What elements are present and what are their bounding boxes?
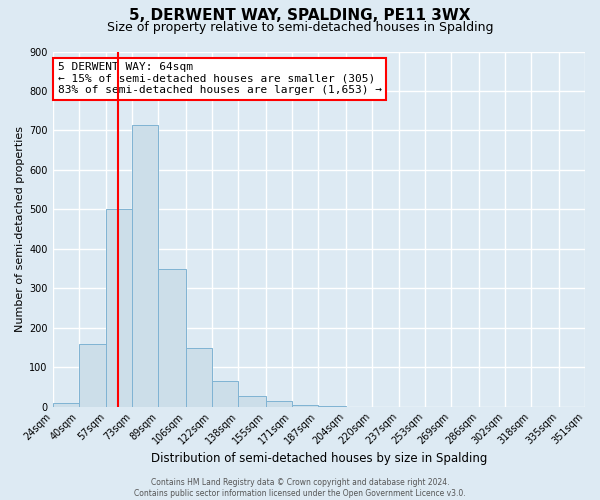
Bar [186,348,212,406]
Bar [53,402,79,406]
Bar [292,404,318,406]
Bar [238,396,266,406]
Bar [106,210,133,406]
X-axis label: Distribution of semi-detached houses by size in Spalding: Distribution of semi-detached houses by … [151,452,487,465]
Text: 5, DERWENT WAY, SPALDING, PE11 3WX: 5, DERWENT WAY, SPALDING, PE11 3WX [129,8,471,22]
Y-axis label: Number of semi-detached properties: Number of semi-detached properties [15,126,25,332]
Bar [266,401,292,406]
Text: Contains HM Land Registry data © Crown copyright and database right 2024.
Contai: Contains HM Land Registry data © Crown c… [134,478,466,498]
Bar [158,268,186,406]
Bar [79,344,106,406]
Bar [212,381,238,406]
Text: Size of property relative to semi-detached houses in Spalding: Size of property relative to semi-detach… [107,21,493,34]
Text: 5 DERWENT WAY: 64sqm
← 15% of semi-detached houses are smaller (305)
83% of semi: 5 DERWENT WAY: 64sqm ← 15% of semi-detac… [58,62,382,96]
Bar [133,124,158,406]
